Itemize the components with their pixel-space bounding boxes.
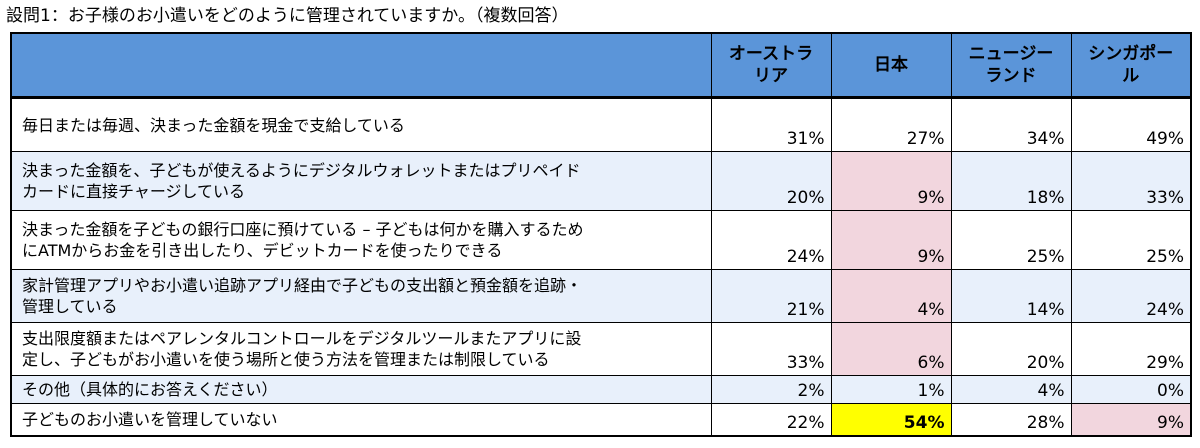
table-row: その他（具体的にお答えください） 2% 1% 4% 0% bbox=[10, 375, 1192, 404]
cell-new-zealand: 34% bbox=[950, 97, 1072, 152]
cell-japan: 4% bbox=[830, 269, 952, 323]
survey-question-caption: 設問1：お子様のお小遣いをどのように管理されていますか。（複数回答） bbox=[6, 6, 569, 26]
row-label-line: 毎日または毎週、決まった金額を現金で支給している bbox=[22, 115, 405, 135]
row-label: 支出限度額またはペアレンタルコントロールをデジタルツールまたアプリに設 定し、子ど… bbox=[10, 322, 712, 376]
row-label-line: 決まった金額を子どもの銀行口座に預けている – 子どもは何かを購入するため bbox=[22, 220, 584, 239]
cell-australia: 31% bbox=[710, 97, 832, 152]
cell-japan: 27% bbox=[830, 97, 952, 152]
survey-results-table: オーストラ リア 日本 ニュージー ランド シンガポール 毎日または毎週、決まった金… bbox=[10, 32, 1192, 437]
cell-australia: 20% bbox=[710, 151, 832, 211]
row-label-line: 定し、子どもがお小遣いを使う場所と使う方法を管理または制限している bbox=[22, 350, 550, 369]
cell-australia: 21% bbox=[710, 269, 832, 323]
row-label-line: その他（具体的にお答えください） bbox=[22, 380, 278, 399]
cell-singapore: 24% bbox=[1070, 269, 1192, 323]
column-header-line: シンガポー bbox=[1088, 44, 1174, 64]
cell-singapore: 25% bbox=[1070, 210, 1192, 270]
column-header-australia: オーストラ リア bbox=[710, 32, 832, 99]
column-header-line: 日本 bbox=[874, 55, 908, 75]
row-label-line: 決まった金額を、子どもが使えるようにデジタルウォレットまたはプリペイド bbox=[22, 161, 581, 180]
row-label-line: 支出限度額またはペアレンタルコントロールをデジタルツールまたアプリに設 bbox=[22, 329, 582, 348]
cell-australia: 24% bbox=[710, 210, 832, 270]
cell-australia: 33% bbox=[710, 322, 832, 376]
table-row: 毎日または毎週、決まった金額を現金で支給している 31% 27% 34% 49% bbox=[10, 97, 1192, 152]
row-label-line: 子どものお小遣いを管理していない bbox=[22, 410, 278, 429]
column-header-japan: 日本 bbox=[830, 32, 952, 99]
cell-japan: 9% bbox=[830, 151, 952, 211]
table-row: 決まった金額を子どもの銀行口座に預けている – 子どもは何かを購入するため にAT… bbox=[10, 210, 1192, 270]
cell-singapore: 33% bbox=[1070, 151, 1192, 211]
cell-australia: 2% bbox=[710, 375, 832, 404]
table-row: 家計管理アプリやお小遣い追跡アプリ経由で子どもの支出額と預金額を追跡・ 管理してい… bbox=[10, 269, 1192, 323]
cell-new-zealand: 14% bbox=[950, 269, 1072, 323]
row-label-line: 家計管理アプリやお小遣い追跡アプリ経由で子どもの支出額と預金額を追跡・ bbox=[22, 276, 583, 295]
column-header-line: ニュージー bbox=[968, 44, 1054, 64]
cell-singapore: 0% bbox=[1070, 375, 1192, 404]
row-label-line: カードに直接チャージしている bbox=[22, 182, 246, 201]
row-label: 毎日または毎週、決まった金額を現金で支給している bbox=[10, 97, 712, 152]
row-label-line: 管理している bbox=[22, 297, 118, 316]
cell-singapore: 49% bbox=[1070, 97, 1192, 152]
table-header-row: オーストラ リア 日本 ニュージー ランド シンガポール bbox=[10, 32, 1192, 99]
cell-singapore: 9% bbox=[1070, 403, 1192, 437]
cell-japan: 1% bbox=[830, 375, 952, 404]
cell-new-zealand: 28% bbox=[950, 403, 1072, 437]
cell-new-zealand: 25% bbox=[950, 210, 1072, 270]
column-header-singapore: シンガポール bbox=[1070, 32, 1192, 99]
cell-japan: 9% bbox=[830, 210, 952, 270]
column-header-new-zealand: ニュージー ランド bbox=[950, 32, 1072, 99]
cell-singapore: 29% bbox=[1070, 322, 1192, 376]
row-label: 子どものお小遣いを管理していない bbox=[10, 403, 712, 437]
table-row: 決まった金額を、子どもが使えるようにデジタルウォレットまたはプリペイド カードに直… bbox=[10, 151, 1192, 211]
cell-new-zealand: 4% bbox=[950, 375, 1072, 404]
cell-new-zealand: 20% bbox=[950, 322, 1072, 376]
cell-new-zealand: 18% bbox=[950, 151, 1072, 211]
row-label: 家計管理アプリやお小遣い追跡アプリ経由で子どもの支出額と預金額を追跡・ 管理してい… bbox=[10, 269, 712, 323]
row-label-line: にATMからお金を引き出したり、デビットカードを使ったりできる bbox=[22, 241, 503, 260]
column-header-line: ル bbox=[1122, 66, 1140, 86]
header-blank-cell bbox=[10, 32, 712, 99]
column-header-line: オーストラ bbox=[728, 44, 814, 64]
cell-australia: 22% bbox=[710, 403, 832, 437]
column-header-line: ランド bbox=[985, 66, 1037, 86]
column-header-line: リア bbox=[754, 66, 788, 86]
row-label: 決まった金額を、子どもが使えるようにデジタルウォレットまたはプリペイド カードに直… bbox=[10, 151, 712, 211]
cell-japan: 54% bbox=[830, 403, 952, 437]
table-row: 子どものお小遣いを管理していない 22% 54% 28% 9% bbox=[10, 403, 1192, 437]
table-row: 支出限度額またはペアレンタルコントロールをデジタルツールまたアプリに設 定し、子ど… bbox=[10, 322, 1192, 376]
row-label: その他（具体的にお答えください） bbox=[10, 375, 712, 404]
row-label: 決まった金額を子どもの銀行口座に預けている – 子どもは何かを購入するため にAT… bbox=[10, 210, 712, 270]
cell-japan: 6% bbox=[830, 322, 952, 376]
